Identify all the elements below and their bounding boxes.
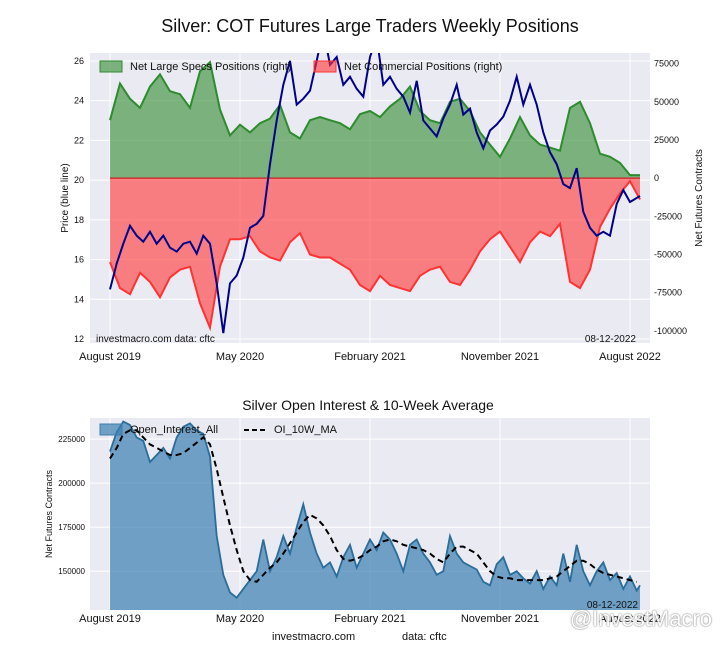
top-y2-tick-label: 0 bbox=[654, 173, 659, 183]
top-series-group bbox=[109, 53, 641, 334]
top-y2-tick-label: 50000 bbox=[654, 97, 679, 107]
top-y-tick-label: 14 bbox=[74, 294, 84, 304]
top-chart-title: Silver: COT Futures Large Traders Weekly… bbox=[161, 16, 579, 36]
top-y-tick-label: 26 bbox=[74, 56, 84, 66]
top-axes-group: 12 14 16 18 20 22 24 26 August 2019 May 2020 Febru… bbox=[74, 56, 687, 363]
series-oi-line bbox=[109, 420, 641, 599]
top-y-axis-label: Price (blue line) bbox=[60, 163, 71, 232]
legend-specs-label: Net Large Specs Positions (right) bbox=[130, 61, 291, 73]
top-y2-tick-label: -100000 bbox=[654, 326, 687, 336]
top-y2-axis-label: Net Futures Contracts bbox=[694, 149, 705, 247]
bottom-y-tick-label: 150000 bbox=[58, 567, 85, 576]
bottom-y-tick-label: 175000 bbox=[58, 523, 85, 532]
top-x-tick-label: February 2021 bbox=[334, 351, 406, 363]
legend-oi-swatch bbox=[99, 423, 123, 436]
footer-data-label: data: cftc bbox=[402, 631, 447, 643]
top-x-tick-label: May 2020 bbox=[216, 351, 264, 363]
top-x-tick-label: August 2022 bbox=[599, 351, 661, 363]
legend-commercial-swatch bbox=[313, 60, 337, 73]
series-specs-area bbox=[110, 62, 640, 179]
bottom-chart-title: Silver Open Interest & 10-Week Average bbox=[242, 397, 494, 413]
series-commercial-line bbox=[109, 179, 641, 332]
series-specs-line bbox=[109, 60, 640, 177]
legend-specs-swatch bbox=[99, 60, 123, 73]
legend-ma-label: OI_10W_MA bbox=[274, 424, 338, 436]
top-date-note: 08-12-2022 bbox=[585, 334, 637, 345]
bottom-date-note: 08-12-2022 bbox=[587, 600, 639, 611]
bottom-y-tick-label: 225000 bbox=[58, 435, 85, 444]
top-x-tick-label: November 2021 bbox=[461, 351, 539, 363]
top-x-tick-label: August 2019 bbox=[79, 351, 141, 363]
bottom-y-tick-label: 200000 bbox=[58, 479, 85, 488]
top-y-tick-label: 18 bbox=[74, 215, 84, 225]
series-ma-line bbox=[109, 429, 637, 583]
footer-site: investmacro.com bbox=[272, 631, 355, 643]
top-y2-tick-label: -50000 bbox=[654, 249, 682, 259]
top-legend: Net Large Specs Positions (right) Net Co… bbox=[99, 60, 502, 73]
bottom-legend: Open_Interest_All OI_10W_MA bbox=[99, 423, 338, 436]
top-y2-tick-label: 25000 bbox=[654, 135, 679, 145]
series-price-line bbox=[109, 53, 641, 334]
legend-oi-label: Open_Interest_All bbox=[130, 424, 218, 436]
top-y-tick-label: 24 bbox=[74, 96, 84, 106]
top-y2-tick-label: -75000 bbox=[654, 288, 682, 298]
top-y-tick-label: 20 bbox=[74, 175, 84, 185]
top-y-tick-label: 12 bbox=[74, 334, 84, 344]
bottom-series-group bbox=[109, 420, 641, 610]
top-y-tick-label: 22 bbox=[74, 135, 84, 145]
top-y2-tick-label: -25000 bbox=[654, 211, 682, 221]
top-y2-tick-label: 75000 bbox=[654, 59, 679, 69]
bottom-y-axis-label: Net Futures Contracts bbox=[44, 469, 54, 558]
bottom-x-tick-label: February 2021 bbox=[334, 613, 406, 625]
bottom-x-tick-label: November 2021 bbox=[461, 613, 539, 625]
watermark: @InvestMacro bbox=[569, 606, 712, 631]
top-y-tick-label: 16 bbox=[74, 255, 84, 265]
bottom-x-tick-label: May 2020 bbox=[216, 613, 264, 625]
top-site-note: investmacro.com data: cftc bbox=[96, 334, 215, 345]
series-oi-area bbox=[110, 421, 640, 610]
bottom-x-tick-label: August 2019 bbox=[79, 613, 141, 625]
series-commercial-area bbox=[110, 178, 640, 328]
legend-commercial-label: Net Commercial Positions (right) bbox=[344, 61, 502, 73]
bottom-x-tick-label: August 2022 bbox=[599, 613, 661, 625]
bottom-axes-group: 150000 175000 200000 225000 August 2019 May 2… bbox=[58, 435, 661, 625]
